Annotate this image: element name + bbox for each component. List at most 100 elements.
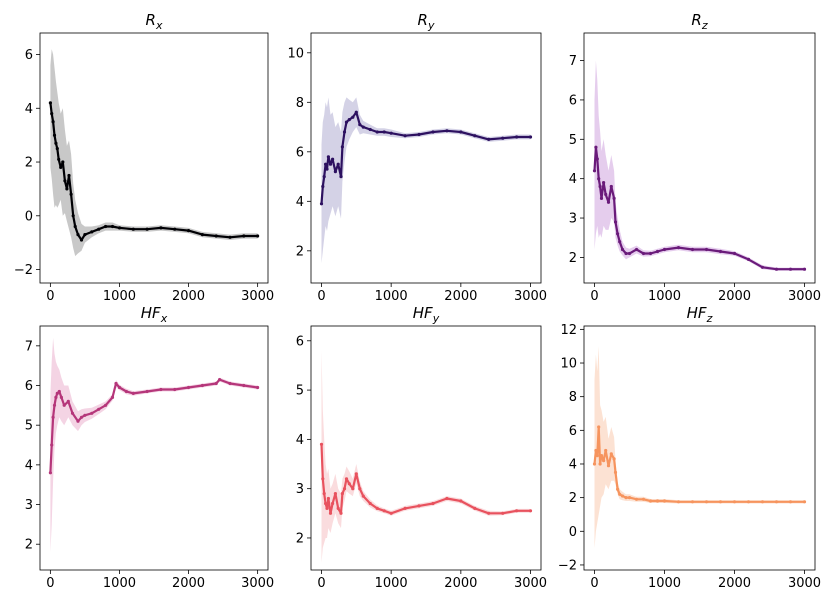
data-point: [333, 170, 337, 174]
data-point: [61, 160, 65, 164]
data-point: [340, 145, 344, 149]
y-tick-label: 4: [296, 433, 304, 448]
data-point: [445, 496, 449, 501]
panel-rx: 0 1000 2000 3000 −2 0 2 4 6 Rx: [14, 11, 274, 304]
data-point: [624, 496, 628, 500]
y-tick-label: 0: [569, 525, 577, 540]
panel-hfx: 0 1000 2000 3000 2 3 4 5 6 7 HFx: [25, 304, 274, 591]
data-point: [501, 136, 505, 140]
data-point: [59, 395, 64, 399]
data-point: [445, 129, 449, 133]
y-tick-label: 7: [569, 54, 577, 69]
data-point: [114, 381, 118, 386]
data-point: [361, 494, 365, 498]
data-point: [339, 511, 343, 515]
data-point: [774, 500, 779, 504]
data-point: [69, 192, 73, 196]
data-point: [342, 130, 347, 134]
data-point: [606, 464, 611, 468]
data-point: [620, 494, 625, 498]
data-point: [375, 130, 379, 134]
confidence-band-ry: [321, 97, 531, 264]
x-tick-label: 3000: [241, 576, 274, 591]
data-point: [612, 196, 616, 200]
x-tick-label: 2000: [172, 576, 205, 591]
data-point: [732, 500, 737, 504]
data-point: [342, 487, 347, 491]
data-point: [351, 487, 355, 491]
axes-frame-ry: [310, 32, 542, 284]
data-point: [602, 181, 606, 185]
data-point: [368, 127, 372, 132]
y-tick-label: 2: [25, 538, 33, 553]
data-point: [97, 407, 101, 411]
y-tick-label: 5: [569, 133, 577, 148]
data-point: [51, 120, 55, 124]
confidence-band-hfz: [594, 346, 805, 549]
data-point: [375, 506, 379, 510]
y-tick-label: 4: [569, 457, 577, 472]
data-point: [331, 501, 335, 506]
data-point: [389, 131, 393, 135]
data-point: [218, 378, 222, 382]
data-point: [50, 443, 54, 447]
x-tick-label: 0: [317, 576, 325, 591]
x-tick-label: 1000: [375, 576, 408, 591]
data-point: [616, 487, 620, 491]
data-point: [173, 387, 177, 392]
x-tick-label: 2000: [444, 576, 477, 591]
x-tick-label: 3000: [514, 289, 547, 304]
data-point: [606, 200, 611, 204]
data-point: [214, 381, 218, 386]
data-point: [55, 391, 59, 395]
data-point: [597, 425, 601, 429]
panel-ry: 0 1000 2000 3000 2 4 6 8 10 Ry: [287, 11, 547, 304]
data-point: [256, 234, 260, 238]
data-point: [256, 385, 260, 390]
data-point: [676, 246, 681, 250]
data-point: [609, 452, 613, 456]
data-point: [648, 251, 653, 256]
y-tick-label: 6: [296, 145, 304, 160]
x-tick-label: 0: [590, 576, 598, 591]
data-point: [704, 247, 709, 252]
x-tick-label: 1000: [375, 289, 408, 304]
data-point: [358, 123, 362, 127]
y-tick-label: 5: [25, 419, 33, 434]
data-point: [501, 511, 505, 515]
axes-frame-hfy: [310, 325, 542, 571]
x-tick-label: 3000: [514, 576, 547, 591]
x-tick-label: 2000: [444, 289, 477, 304]
y-tick-label: 12: [560, 323, 577, 338]
data-point: [599, 196, 604, 200]
data-point: [66, 399, 70, 403]
data-point: [52, 133, 57, 137]
confidence-band-rz: [594, 60, 805, 271]
data-point: [788, 500, 793, 504]
data-point: [70, 411, 75, 415]
data-point: [326, 155, 330, 159]
data-point: [328, 511, 333, 515]
confidence-band-hfx: [50, 337, 258, 553]
y-tick-label: 6: [25, 379, 33, 394]
data-point: [51, 415, 55, 419]
x-tick-label: 3000: [788, 289, 821, 304]
data-point: [718, 249, 723, 254]
data-point: [214, 234, 218, 238]
data-point: [131, 227, 135, 231]
x-tick-label: 3000: [788, 576, 821, 591]
data-point: [718, 500, 723, 504]
data-point: [131, 391, 135, 395]
y-tick-label: 6: [296, 334, 304, 349]
data-point: [624, 251, 628, 256]
y-tick-label: 7: [25, 339, 33, 354]
data-point: [331, 157, 335, 161]
data-point: [760, 265, 765, 269]
data-point: [159, 226, 163, 230]
y-tick-label: 3: [569, 212, 577, 227]
panel-rz: 0 1000 2000 3000 2 3 4 5 6 7 Rz: [569, 11, 821, 304]
data-point: [339, 175, 343, 179]
x-tick-label: 1000: [103, 576, 136, 591]
data-point: [598, 184, 602, 189]
